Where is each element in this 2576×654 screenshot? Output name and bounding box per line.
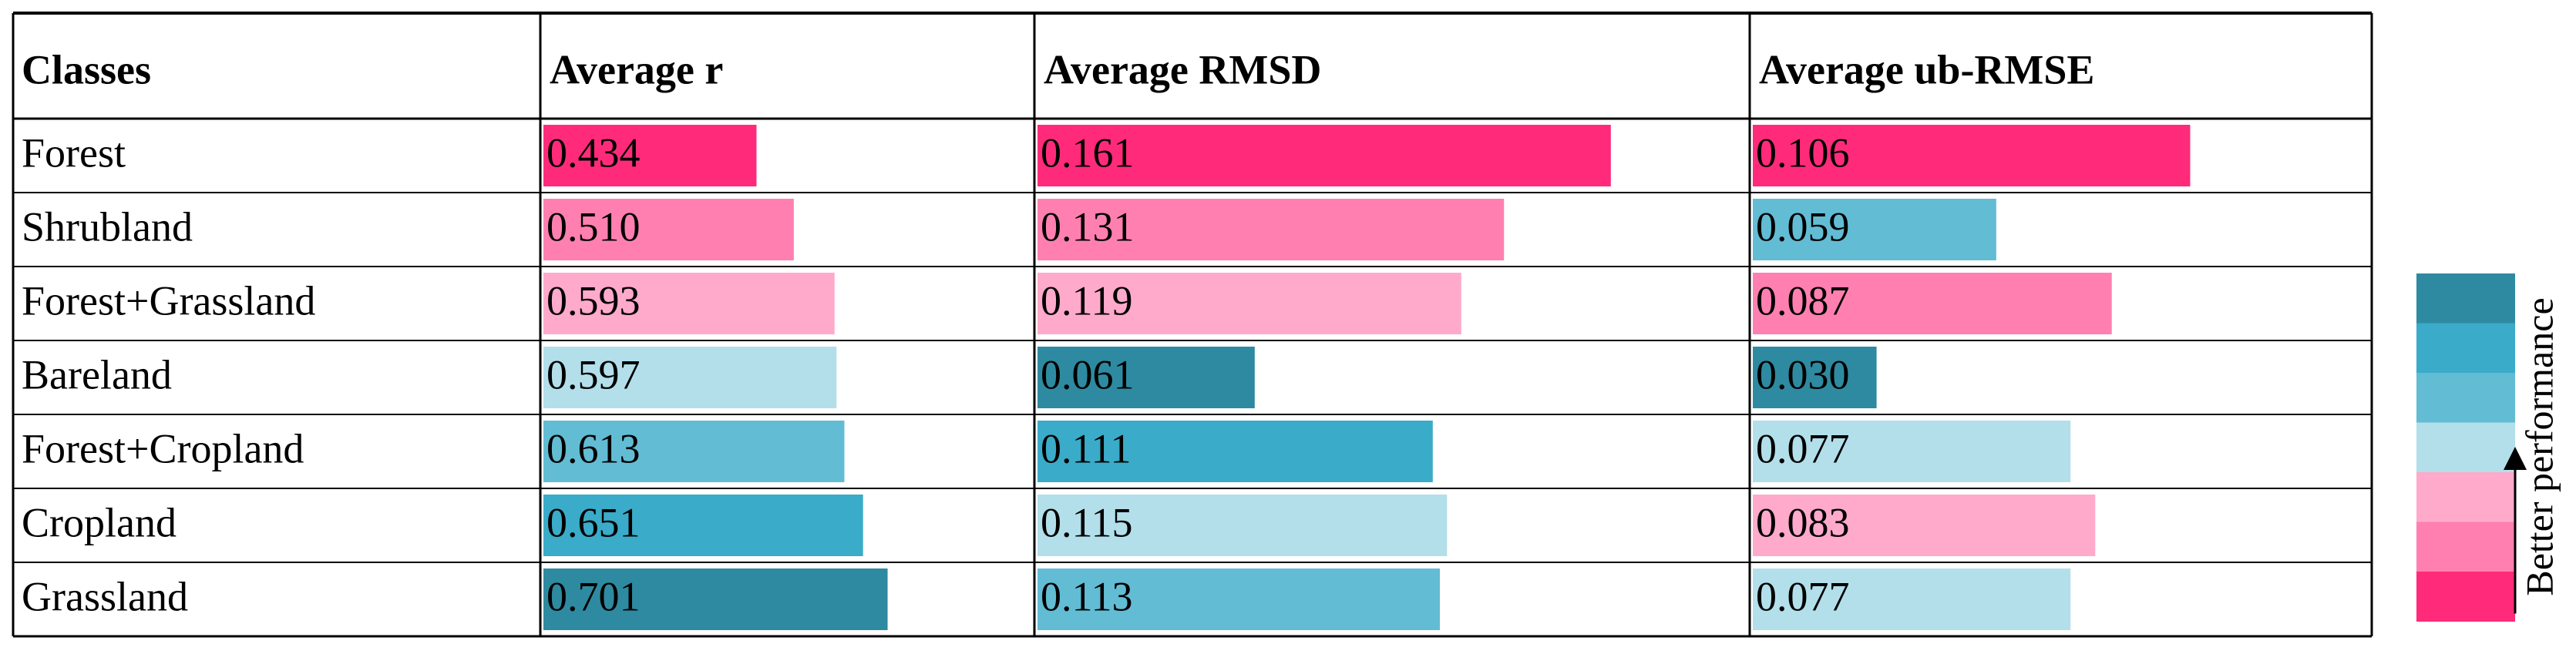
value-label: 0.106 bbox=[1756, 129, 1850, 176]
value-label: 0.087 bbox=[1756, 277, 1850, 324]
row-label: Forest bbox=[22, 129, 126, 176]
row-label: Forest+Cropland bbox=[22, 425, 304, 471]
value-label: 0.115 bbox=[1041, 499, 1133, 545]
bar bbox=[543, 421, 845, 482]
legend-swatch bbox=[2416, 273, 2515, 324]
category-header: Classes bbox=[22, 46, 151, 92]
bar bbox=[543, 347, 837, 408]
value-label: 0.593 bbox=[546, 277, 641, 324]
value-label: 0.701 bbox=[546, 573, 641, 619]
row-label: Cropland bbox=[22, 499, 177, 545]
legend-swatch bbox=[2416, 472, 2515, 522]
value-label: 0.613 bbox=[546, 425, 641, 471]
bar bbox=[1753, 495, 2096, 556]
value-label: 0.083 bbox=[1756, 499, 1850, 545]
value-label: 0.059 bbox=[1756, 203, 1850, 250]
legend-swatch bbox=[2416, 422, 2515, 473]
bar bbox=[1037, 347, 1255, 408]
bar bbox=[1037, 568, 1441, 630]
column-header: Average RMSD bbox=[1044, 46, 1321, 92]
row-label: Bareland bbox=[22, 351, 172, 397]
bar bbox=[1037, 199, 1505, 260]
row-label: Forest+Grassland bbox=[22, 277, 315, 324]
value-label: 0.030 bbox=[1756, 351, 1850, 397]
legend-swatch bbox=[2416, 522, 2515, 572]
row-label: Shrubland bbox=[22, 203, 193, 250]
value-label: 0.061 bbox=[1041, 351, 1135, 397]
bar bbox=[543, 568, 888, 630]
value-label: 0.161 bbox=[1041, 129, 1135, 176]
bar bbox=[1753, 421, 2071, 482]
bar bbox=[1037, 125, 1611, 186]
bar bbox=[1037, 421, 1433, 482]
bar bbox=[1753, 347, 1877, 408]
bar bbox=[543, 495, 863, 556]
value-label: 0.077 bbox=[1756, 425, 1850, 471]
bar bbox=[1753, 199, 1996, 260]
bar bbox=[1753, 125, 2191, 186]
value-label: 0.111 bbox=[1041, 425, 1132, 471]
column-header: Average r bbox=[550, 46, 723, 92]
value-label: 0.077 bbox=[1756, 573, 1850, 619]
bar bbox=[1037, 495, 1448, 556]
value-label: 0.651 bbox=[546, 499, 641, 545]
value-label: 0.434 bbox=[546, 129, 641, 176]
bar bbox=[1753, 568, 2071, 630]
legend-swatch bbox=[2416, 373, 2515, 423]
value-label: 0.131 bbox=[1041, 203, 1135, 250]
value-label: 0.113 bbox=[1041, 573, 1133, 619]
value-label: 0.597 bbox=[546, 351, 641, 397]
bar bbox=[1037, 273, 1461, 334]
column-header: Average ub-RMSE bbox=[1759, 46, 2094, 92]
bar bbox=[1753, 273, 2112, 334]
value-label: 0.119 bbox=[1041, 277, 1133, 324]
legend-swatch bbox=[2416, 323, 2515, 374]
legend-label: Better performance bbox=[2517, 297, 2561, 595]
legend-swatch bbox=[2416, 572, 2515, 622]
row-label: Grassland bbox=[22, 573, 188, 619]
value-label: 0.510 bbox=[546, 203, 641, 250]
bar bbox=[543, 273, 835, 334]
bar bbox=[543, 199, 794, 260]
bar bbox=[543, 125, 757, 186]
